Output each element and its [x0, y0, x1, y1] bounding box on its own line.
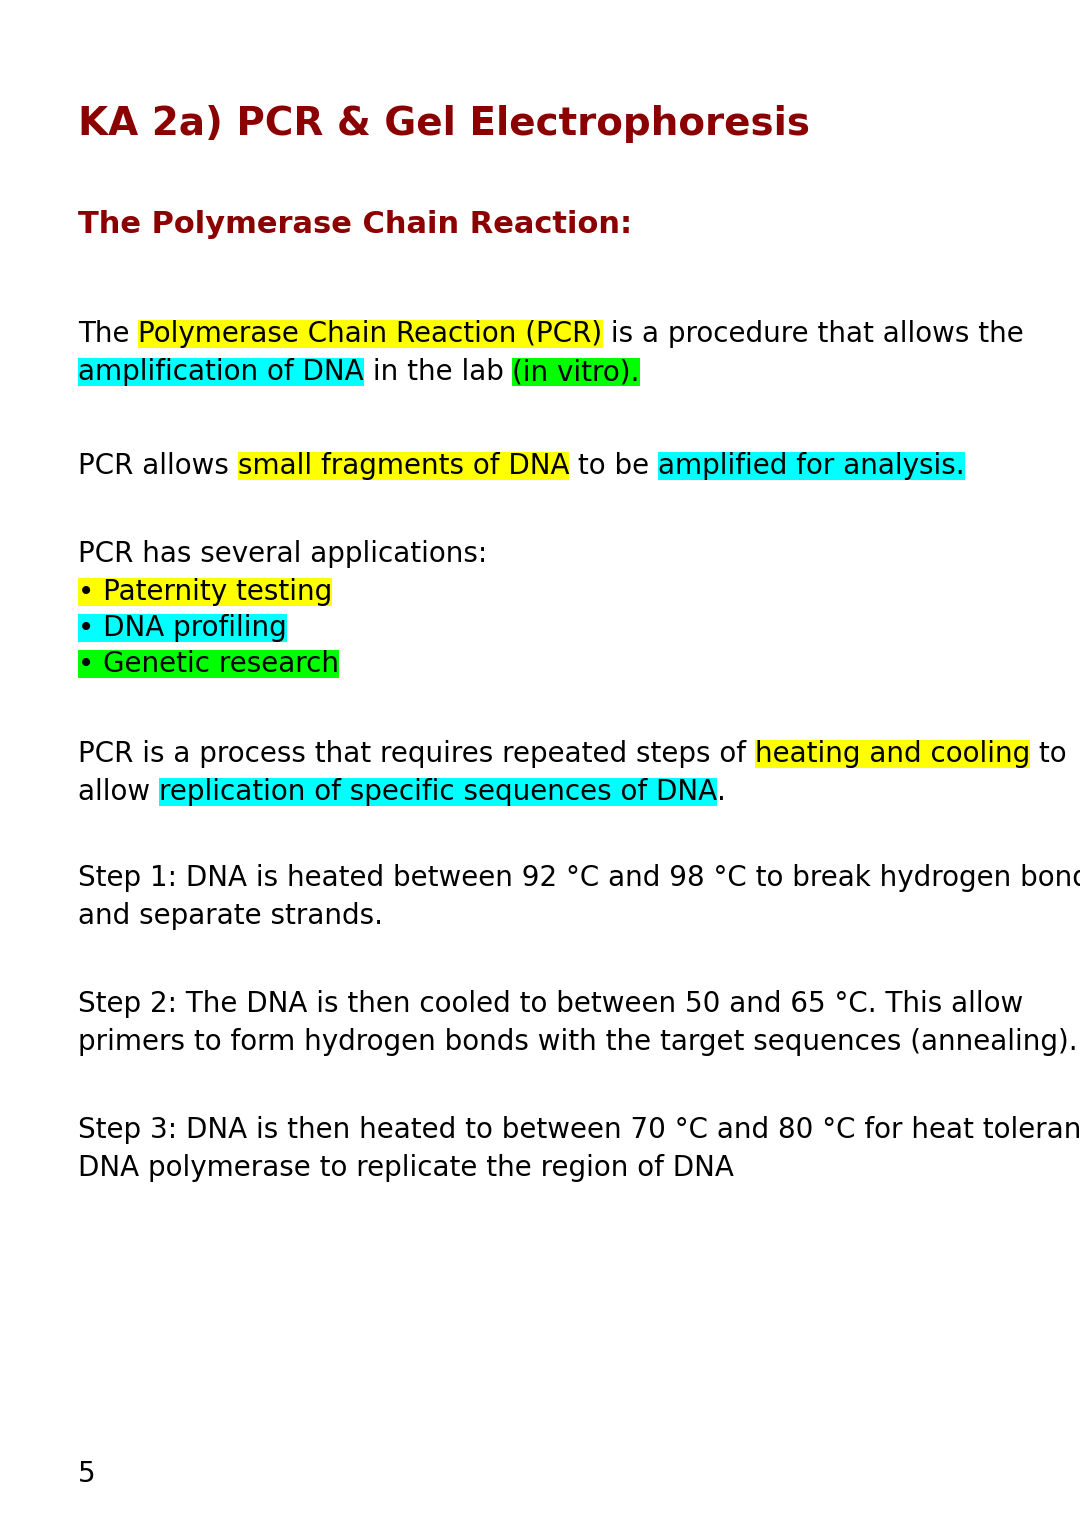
Text: Step 1: DNA is heated between 92 °C and 98 °C to break hydrogen bonds: Step 1: DNA is heated between 92 °C and …: [78, 864, 1080, 892]
Text: amplification of DNA: amplification of DNA: [78, 357, 364, 386]
Text: • Genetic research: • Genetic research: [78, 651, 339, 678]
FancyBboxPatch shape: [512, 357, 639, 386]
Text: Step 3: DNA is then heated to between 70 °C and 80 °C for heat tolerant: Step 3: DNA is then heated to between 70…: [78, 1116, 1080, 1144]
Text: • Paternity testing: • Paternity testing: [78, 579, 333, 606]
FancyBboxPatch shape: [78, 579, 333, 606]
Text: .: .: [717, 777, 726, 806]
Text: The Polymerase Chain Reaction:: The Polymerase Chain Reaction:: [78, 211, 632, 240]
FancyBboxPatch shape: [755, 741, 1030, 768]
Text: (in vitro).: (in vitro).: [512, 357, 639, 386]
Text: is a procedure that allows the: is a procedure that allows the: [603, 321, 1024, 348]
Text: KA 2a) PCR & Gel Electrophoresis: KA 2a) PCR & Gel Electrophoresis: [78, 105, 810, 144]
FancyBboxPatch shape: [138, 321, 603, 348]
Text: The: The: [78, 321, 138, 348]
FancyBboxPatch shape: [658, 452, 964, 479]
Text: to be: to be: [569, 452, 658, 479]
FancyBboxPatch shape: [159, 777, 717, 806]
Text: Polymerase Chain Reaction (PCR): Polymerase Chain Reaction (PCR): [138, 321, 603, 348]
Text: PCR has several applications:: PCR has several applications:: [78, 541, 487, 568]
Text: heating and cooling: heating and cooling: [755, 741, 1030, 768]
Text: to: to: [1030, 741, 1067, 768]
Text: primers to form hydrogen bonds with the target sequences (annealing).: primers to form hydrogen bonds with the …: [78, 1028, 1078, 1057]
Text: allow: allow: [78, 777, 159, 806]
Text: PCR is a process that requires repeated steps of: PCR is a process that requires repeated …: [78, 741, 755, 768]
FancyBboxPatch shape: [78, 357, 364, 386]
Text: in the lab: in the lab: [364, 357, 512, 386]
FancyBboxPatch shape: [78, 614, 287, 641]
FancyBboxPatch shape: [78, 651, 339, 678]
Text: Step 2: The DNA is then cooled to between 50 and 65 °C. This allow: Step 2: The DNA is then cooled to betwee…: [78, 989, 1023, 1019]
Text: • DNA profiling: • DNA profiling: [78, 614, 287, 641]
Text: replication of specific sequences of DNA: replication of specific sequences of DNA: [159, 777, 717, 806]
FancyBboxPatch shape: [238, 452, 569, 479]
Text: DNA polymerase to replicate the region of DNA: DNA polymerase to replicate the region o…: [78, 1154, 734, 1182]
Text: amplified for analysis.: amplified for analysis.: [658, 452, 964, 479]
Text: and separate strands.: and separate strands.: [78, 902, 383, 930]
Text: small fragments of DNA: small fragments of DNA: [238, 452, 569, 479]
Text: 5: 5: [78, 1460, 96, 1487]
Text: PCR allows: PCR allows: [78, 452, 238, 479]
